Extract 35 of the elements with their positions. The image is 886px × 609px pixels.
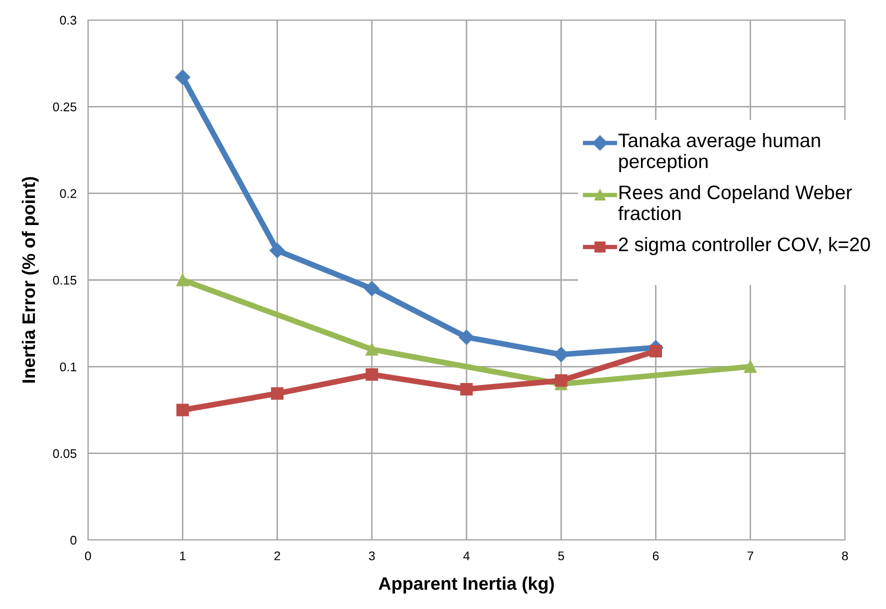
point [744,360,757,373]
point [366,368,378,381]
y-tick-label: 0.15 [53,276,76,285]
point [176,404,189,416]
y-tick-label: 0 [70,536,76,545]
x-tick-label: 3 [368,551,375,560]
point [176,274,189,286]
x-tick-label: 2 [274,551,280,560]
y-tick-label: 0.2 [60,189,76,198]
x-tick-label: 0 [85,551,91,560]
y-tick-label: 0.1 [60,362,76,372]
y-axis-title: Inertia Error (% of point) [22,177,39,383]
point [270,242,285,258]
legend-label: 2 sigma controller COV, k=20 [618,237,870,256]
x-tick-label: 8 [842,551,848,560]
legend-label: Rees and Copeland Weber fraction [618,185,852,220]
y-tick-label: 0.3 [60,16,76,25]
point [366,343,378,356]
point [364,281,380,296]
point [175,70,190,85]
point [271,387,284,400]
point [650,344,662,358]
x-tick-label: 1 [180,552,186,560]
point [554,374,568,387]
x-axis-title: Apparent Inertia (kg) [378,576,554,594]
point [460,382,473,396]
point [458,330,474,345]
y-tick-label: 0.25 [53,102,76,112]
x-tick-label: 6 [652,551,659,560]
legend-label: Tanaka average human perception [618,133,820,172]
point [554,346,569,362]
x-tick-label: 5 [558,552,564,560]
y-tick-label: 0.05 [53,449,76,458]
x-tick-label: 4 [463,552,470,560]
x-tick-label: 7 [748,552,754,560]
